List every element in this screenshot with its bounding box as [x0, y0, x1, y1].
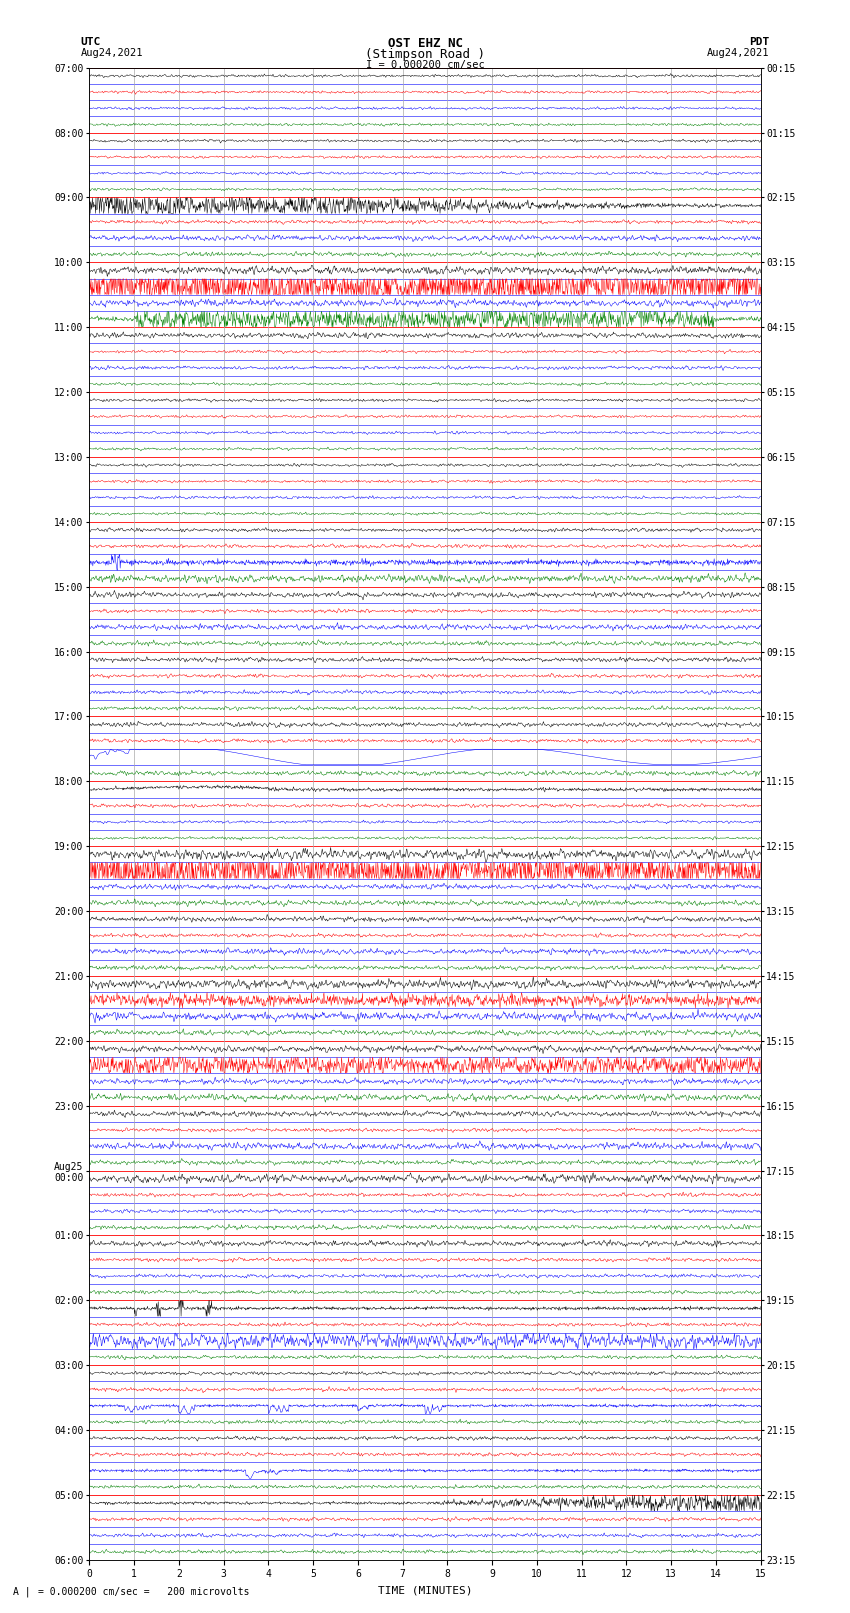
Text: I = 0.000200 cm/sec: I = 0.000200 cm/sec: [366, 60, 484, 69]
Text: = 0.000200 cm/sec =   200 microvolts: = 0.000200 cm/sec = 200 microvolts: [38, 1587, 250, 1597]
Text: Aug24,2021: Aug24,2021: [706, 48, 769, 58]
Text: Aug24,2021: Aug24,2021: [81, 48, 144, 58]
X-axis label: TIME (MINUTES): TIME (MINUTES): [377, 1586, 473, 1595]
Text: OST EHZ NC: OST EHZ NC: [388, 37, 462, 50]
Text: UTC: UTC: [81, 37, 101, 47]
Text: PDT: PDT: [749, 37, 769, 47]
Text: (Stimpson Road ): (Stimpson Road ): [365, 48, 485, 61]
Text: A |: A |: [13, 1586, 31, 1597]
